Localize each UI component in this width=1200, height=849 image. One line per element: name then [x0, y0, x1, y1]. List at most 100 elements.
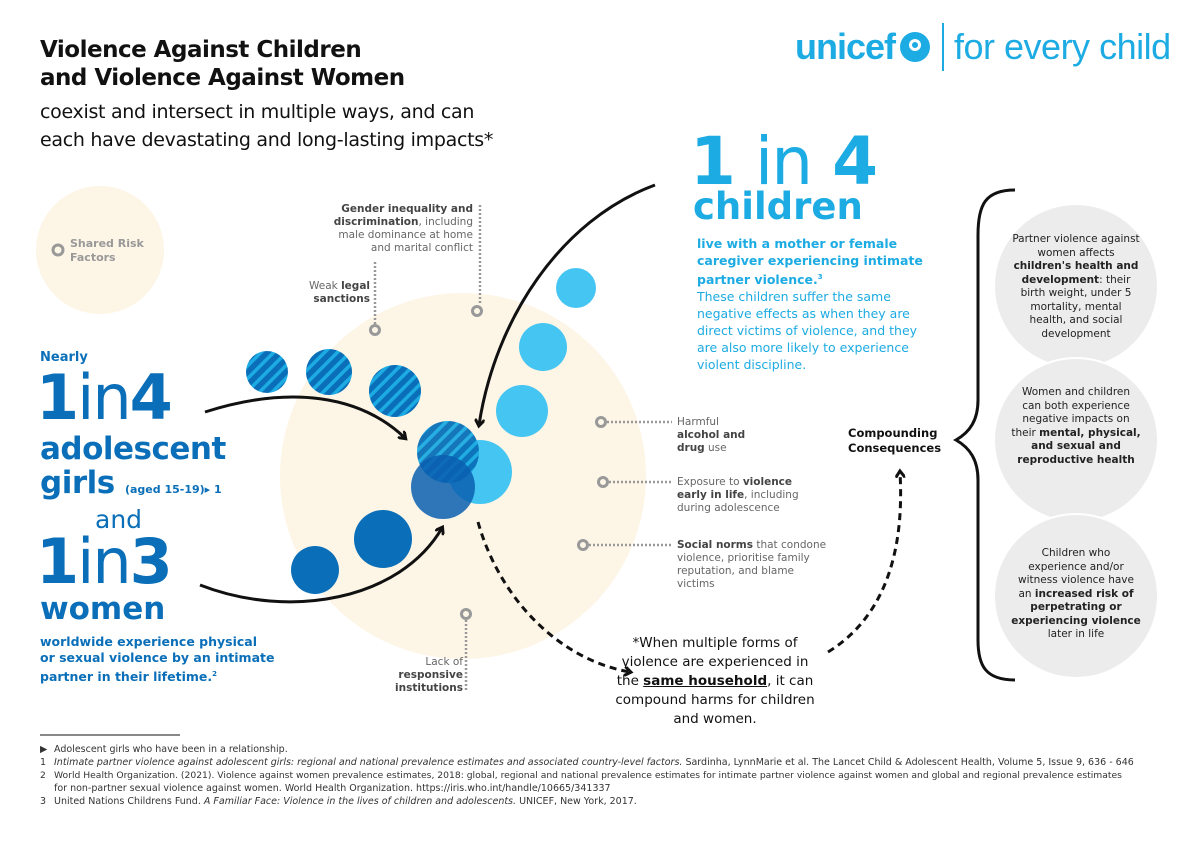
footnote-mark: 2 [40, 770, 46, 781]
arrow-children [479, 183, 656, 425]
footnote-text: Adolescent girls who have been in a rela… [54, 744, 288, 755]
c-text: later in life [1047, 628, 1105, 640]
footnote: 3 United Nations Childrens Fund. A Famili… [40, 796, 637, 808]
rf-text: , including [744, 489, 799, 501]
risk-dot-icon [597, 476, 609, 488]
risk-alcohol-drugs: Harmful alcohol and drug use [677, 416, 745, 455]
note-line: compound harms for children [615, 692, 815, 708]
logo-tagline: for every child [954, 26, 1171, 67]
label-line: Consequences [848, 441, 942, 455]
dashed-arrow-household [476, 521, 630, 672]
desc-line: These children suffer the same [697, 289, 891, 305]
c-text: Women and children can both experience n… [1011, 386, 1131, 439]
arrow-girls [204, 395, 405, 438]
ratio-number: 1 [690, 123, 736, 200]
ratio-number: 3 [129, 525, 173, 598]
brace [952, 188, 1016, 682]
desc-line: caregiver experiencing intimate [697, 253, 923, 268]
c-bold: children's health and development [1013, 260, 1139, 286]
note-text: the [616, 673, 644, 689]
rf-bold: legal [341, 280, 370, 292]
note-line: and women. [673, 711, 757, 727]
risk-dot-icon [471, 305, 483, 317]
footnote-ref: 3 [817, 273, 823, 281]
rf-text: male dominance at home [338, 229, 473, 241]
footnote-italic: Intimate partner violence against adoles… [54, 757, 683, 768]
women-ratio: 1in3 [36, 531, 173, 593]
children-circle [496, 385, 548, 437]
children-circle [556, 268, 596, 308]
c-text: Partner violence against women affects [1012, 233, 1140, 259]
footnote-text: UNICEF, New York, 2017. [516, 796, 637, 807]
desc-line: partner violence. [697, 272, 818, 288]
desc-line: live with a mother or female [697, 236, 898, 251]
legend-label: Shared Risk Factors [70, 237, 144, 265]
rf-bold: violence [742, 476, 793, 488]
rf-bold: discrimination [333, 216, 419, 228]
desc-line: negative effects as when they are [697, 306, 910, 322]
desc-line: are also more likely to experience [697, 340, 909, 356]
risk-social-norms: Social norms that condone violence, prio… [677, 539, 826, 591]
shared-risk-legend-circle [36, 186, 164, 314]
desc-line: partner in their lifetime. [40, 669, 213, 685]
shared-risk-legend-dot-icon [51, 243, 65, 257]
c-text: : their birth weight, under 5 mortality,… [1020, 273, 1132, 340]
risk-dot-icon [369, 324, 381, 336]
aged-note: (aged 15-19)▸ 1 [124, 483, 222, 496]
women-description: worldwide experience physical or sexual … [40, 634, 274, 685]
desc-line: direct victims of violence, and they [697, 323, 918, 339]
consequence-text: Women and children can both experience n… [1011, 386, 1141, 467]
girls-line: girls [40, 465, 115, 501]
footnote-text: for non-partner sexual violence against … [54, 783, 611, 794]
note-line: violence are experienced in [621, 654, 809, 670]
rf-text: Harmful [677, 416, 719, 428]
rf-bold: alcohol and [677, 429, 746, 441]
title-line: and Violence Against Women [40, 65, 405, 91]
page-title: Violence Against Children and Violence A… [40, 36, 405, 92]
footnote-text: World Health Organization. (2021). Viole… [54, 770, 1122, 781]
rf-bold: Social norms [677, 539, 753, 551]
risk-gender-inequality: Gender inequality and discrimination, in… [310, 203, 473, 255]
girls-circle [369, 365, 421, 417]
subtitle-line: coexist and intersect in multiple ways, … [40, 101, 475, 123]
risk-early-exposure: Exposure to violence early in life, incl… [677, 476, 799, 515]
children-description: live with a mother or female caregiver e… [697, 235, 923, 373]
desc-line: violent discipline. [697, 357, 807, 373]
rf-text: during adolescence [677, 502, 780, 514]
children-ratio: 1 in 4 [690, 129, 878, 195]
page-subtitle: coexist and intersect in multiple ways, … [40, 98, 493, 154]
consequence-circle [993, 513, 1159, 679]
rf-bold: responsive [398, 669, 463, 681]
rf-text: and marital conflict [370, 242, 473, 254]
dashed-arrow-consequences [827, 472, 901, 654]
rf-text: Exposure to [677, 476, 743, 488]
label-line: Compounding [848, 426, 938, 440]
consequence-text: Children who experience and/or witness v… [1011, 547, 1141, 642]
rf-bold: drug [677, 442, 705, 454]
girls-line: adolescent [40, 431, 226, 467]
risk-dot-icon [577, 539, 589, 551]
rf-text: Weak [308, 280, 342, 292]
children-label: children [693, 185, 863, 228]
rf-bold: early in life [677, 489, 745, 501]
risk-lack-institutions: Lack of responsive institutions [370, 656, 463, 695]
rf-text: , including [418, 216, 474, 228]
women-circle [291, 546, 339, 594]
c-bold: mental, physical, and sexual and reprodu… [1017, 426, 1141, 466]
children-circle [519, 323, 567, 371]
women-label: women [40, 591, 166, 627]
rf-text: Lack of [425, 656, 463, 668]
compounding-consequences-label: Compounding Consequences [848, 426, 941, 456]
girls-circle [306, 349, 352, 395]
note-text: , it can [767, 673, 814, 689]
desc-line: worldwide experience physical [40, 634, 258, 649]
footnote-text: United Nations Childrens Fund. [54, 796, 204, 807]
footnote: 1 Intimate partner violence against adole… [40, 757, 1134, 769]
women-circle [411, 455, 475, 519]
unicef-logo: unicef for every child [795, 22, 1171, 72]
logo-separator [942, 23, 945, 71]
footnote-text: Sardinha, LynnMarie et al. The Lancet Ch… [682, 757, 1134, 768]
rf-text: use [704, 442, 727, 454]
rf-bold: institutions [395, 682, 463, 694]
